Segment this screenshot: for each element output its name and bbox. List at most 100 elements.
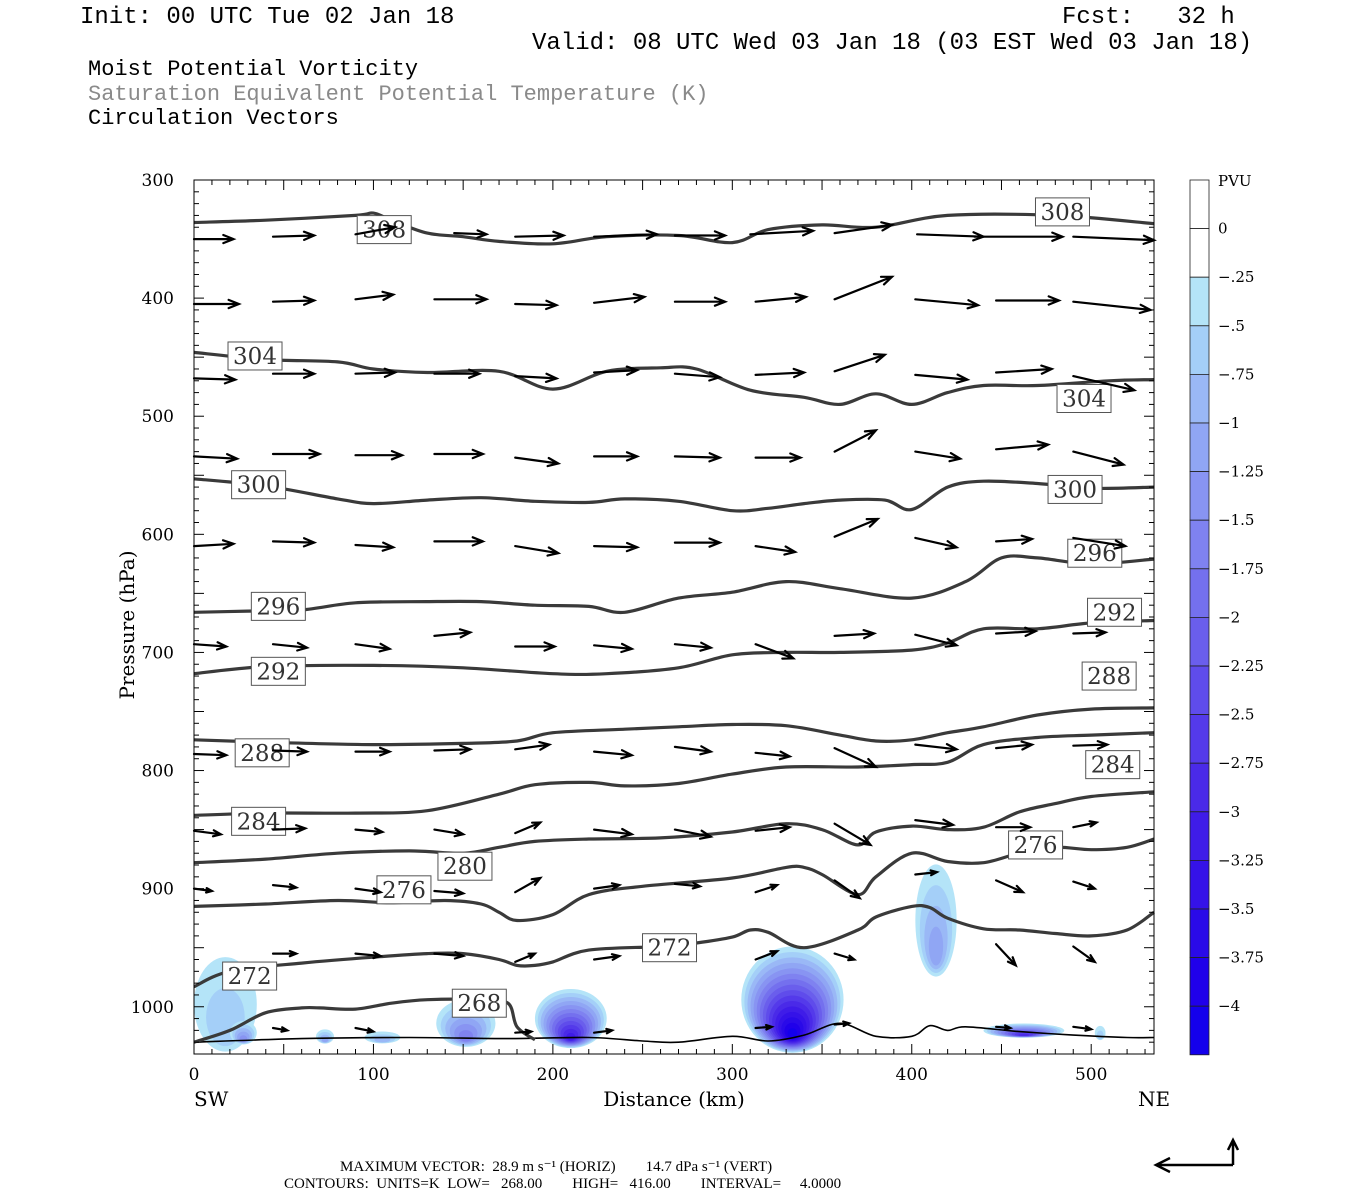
- svg-text:272: 272: [648, 936, 692, 962]
- vector-693-0: [192, 641, 230, 651]
- vector-534-6: [673, 452, 723, 463]
- vector-534-3: [433, 448, 486, 460]
- vector-610-2: [354, 541, 397, 552]
- vector-1018-4: [754, 1023, 775, 1031]
- vector-534-5: [593, 451, 641, 462]
- vector-693-9: [914, 633, 960, 648]
- vector-350-11: [1072, 234, 1157, 245]
- isentrope-label-300-0: 300: [231, 470, 287, 500]
- svg-text:308: 308: [362, 218, 406, 244]
- vector-783-9: [914, 743, 960, 754]
- vector-350-9: [916, 231, 987, 242]
- vector-900-7: [754, 883, 781, 894]
- pv-blob-5-level-11: [566, 1032, 576, 1041]
- colorbar-label-1: −.25: [1218, 268, 1254, 286]
- contour-info-text: CONTOURS: UNITS=K LOW= 268.00 HIGH= 416.…: [284, 1176, 842, 1192]
- vector-610-1: [271, 537, 318, 548]
- colorbar-label-14: −3.5: [1218, 900, 1254, 918]
- isentrope-label-288-1: 288: [1081, 661, 1137, 691]
- isentrope-label-280-0: 280: [437, 851, 493, 881]
- colorbar-label-10: −2.5: [1218, 706, 1254, 724]
- vector-693-7: [754, 643, 797, 660]
- svg-text:288: 288: [1087, 664, 1131, 690]
- isentrope-304: [193, 350, 1155, 407]
- vector-955-0: [271, 949, 300, 958]
- y-tick-label-400: 400: [142, 289, 174, 309]
- max-vector-glyph: [1153, 1137, 1240, 1174]
- vector-468-4: [514, 372, 560, 383]
- vector-783-8: [833, 747, 879, 769]
- svg-text:288: 288: [240, 741, 284, 767]
- vector-955-7: [995, 943, 1018, 968]
- isentrope-label-296-0: 296: [250, 591, 306, 621]
- vector-900-5: [593, 882, 623, 890]
- vector-955-5: [754, 950, 781, 961]
- vector-900-6: [673, 881, 703, 890]
- svg-text:284: 284: [237, 809, 281, 835]
- plot-frame: [193, 179, 1155, 1055]
- y-axis-label: Pressure (hPa): [115, 551, 139, 700]
- svg-text:296: 296: [1073, 541, 1117, 567]
- vector-900-1: [271, 883, 300, 891]
- colorbar-swatch-11: [1189, 714, 1210, 764]
- vector-468-10: [995, 364, 1055, 375]
- valid-time: Valid: 08 UTC Wed 03 Jan 18 (03 EST Wed …: [532, 30, 1253, 57]
- vector-845-10: [995, 822, 1034, 833]
- vector-900-9: [914, 869, 940, 877]
- colorbar-swatch-6: [1189, 471, 1210, 521]
- pv-blob-4-level-5: [458, 1030, 474, 1042]
- isentrope-308: [193, 211, 1155, 246]
- vector-900-10: [995, 879, 1026, 894]
- pv-blob-9-level-1: [1096, 1030, 1104, 1040]
- isentrope-label-296-1: 296: [1067, 538, 1123, 568]
- x-tick-label-300: 300: [716, 1065, 748, 1085]
- colorbar-label-7: −1.75: [1218, 560, 1264, 578]
- vector-783-0: [192, 750, 230, 760]
- x-tick-label-100: 100: [357, 1065, 389, 1085]
- y-tick-label-700: 700: [142, 643, 174, 663]
- svg-text:308: 308: [1041, 200, 1085, 226]
- vector-845-9: [914, 818, 956, 829]
- colorbar-swatch-10: [1189, 665, 1210, 715]
- vector-1018-0: [271, 1026, 291, 1033]
- vector-534-8: [833, 429, 879, 453]
- isentrope-292: [193, 618, 1155, 677]
- colorbar-label-2: −.5: [1218, 317, 1245, 335]
- vector-468-6: [673, 371, 723, 382]
- vector-350-10: [973, 231, 1066, 242]
- vector-900-11: [1072, 880, 1098, 891]
- vector-468-2: [354, 367, 398, 378]
- max-vector-arrow: [1153, 1137, 1240, 1174]
- colorbar-label-12: −3: [1218, 803, 1240, 821]
- vector-534-1: [271, 448, 323, 460]
- vector-350-6: [673, 230, 729, 241]
- vector-468-9: [914, 373, 971, 384]
- svg-text:300: 300: [237, 473, 281, 499]
- colorbar-swatch-14: [1189, 860, 1210, 910]
- vector-610-6: [673, 537, 723, 548]
- vector-900-4: [514, 876, 543, 894]
- vector-955-8: [1072, 945, 1098, 964]
- vector-783-11: [1072, 740, 1111, 750]
- vector-845-5: [593, 827, 635, 839]
- vector-468-5: [593, 365, 641, 376]
- vector-468-3: [433, 368, 483, 379]
- vector-845-7: [754, 823, 793, 834]
- vector-783-3: [433, 744, 474, 755]
- vector-845-11: [1072, 820, 1100, 829]
- vector-534-7: [754, 452, 804, 463]
- vector-350-4: [514, 230, 567, 241]
- vector-845-3: [433, 828, 467, 838]
- vector-534-4: [514, 456, 562, 468]
- vector-350-3: [453, 229, 490, 239]
- svg-text:292: 292: [1093, 600, 1137, 626]
- colorbar-swatch-8: [1189, 568, 1210, 618]
- vector-955-6: [833, 952, 858, 962]
- colorbar-swatch-1: [1189, 228, 1210, 278]
- colorbar-swatch-3: [1189, 325, 1210, 375]
- colorbar-swatch-4: [1189, 373, 1210, 424]
- vector-693-5: [593, 642, 635, 654]
- isentrope-label-308-1: 308: [1034, 197, 1090, 227]
- svg-text:276: 276: [1014, 833, 1058, 859]
- vector-405-11: [1072, 300, 1154, 314]
